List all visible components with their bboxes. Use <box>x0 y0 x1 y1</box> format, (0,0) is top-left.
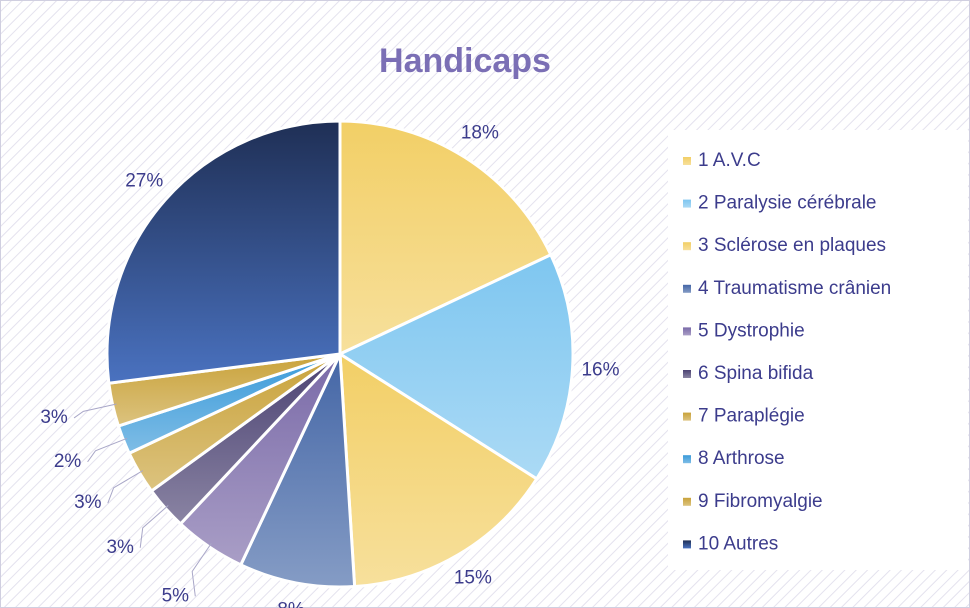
data-label: 27% <box>125 170 163 191</box>
data-label: 2% <box>54 451 82 472</box>
legend-label: 3 Sclérose en plaques <box>698 235 886 256</box>
legend-box <box>668 130 968 570</box>
legend-label: 4 Traumatisme crânien <box>698 278 891 299</box>
data-label: 16% <box>581 359 619 380</box>
leader-line <box>87 437 128 463</box>
data-label: 3% <box>106 537 134 558</box>
data-label: 3% <box>74 492 102 513</box>
legend-swatch <box>683 540 691 549</box>
chart-title: Handicaps <box>379 42 551 80</box>
pie-slice <box>338 351 539 589</box>
pie-slice <box>105 119 342 385</box>
legend-swatch <box>683 199 691 208</box>
pie-slice <box>338 119 553 357</box>
leader-line <box>139 505 169 548</box>
data-label: 8% <box>277 599 305 608</box>
legend-label: 1 A.V.C <box>698 150 761 171</box>
legend-label: 2 Paralysie cérébrale <box>698 193 876 214</box>
legend-label: 6 Spina bifida <box>698 363 814 384</box>
legend-swatch <box>683 157 691 165</box>
legend-label: 5 Dystrophie <box>698 320 805 341</box>
legend-label: 7 Paraplégie <box>698 406 805 427</box>
legend-swatch <box>683 497 691 506</box>
legend-swatch <box>683 455 691 464</box>
data-label: 15% <box>454 568 492 589</box>
legend-swatch <box>683 412 691 421</box>
data-label: 5% <box>162 585 190 606</box>
leader-line <box>73 403 117 419</box>
legend-swatch <box>683 284 691 293</box>
pie-slice <box>238 353 357 589</box>
data-label: 18% <box>461 123 499 144</box>
leader-line <box>107 470 144 504</box>
legend-swatch <box>683 242 691 251</box>
pie-slice <box>336 252 575 481</box>
legend-label: 8 Arthrose <box>698 448 785 469</box>
data-label: 3% <box>40 407 68 428</box>
legend-swatch <box>683 370 691 378</box>
legend-swatch <box>683 327 691 336</box>
legend-label: 10 Autres <box>698 533 778 554</box>
legend-label: 9 Fibromyalgie <box>698 491 823 512</box>
leader-line <box>191 543 212 597</box>
